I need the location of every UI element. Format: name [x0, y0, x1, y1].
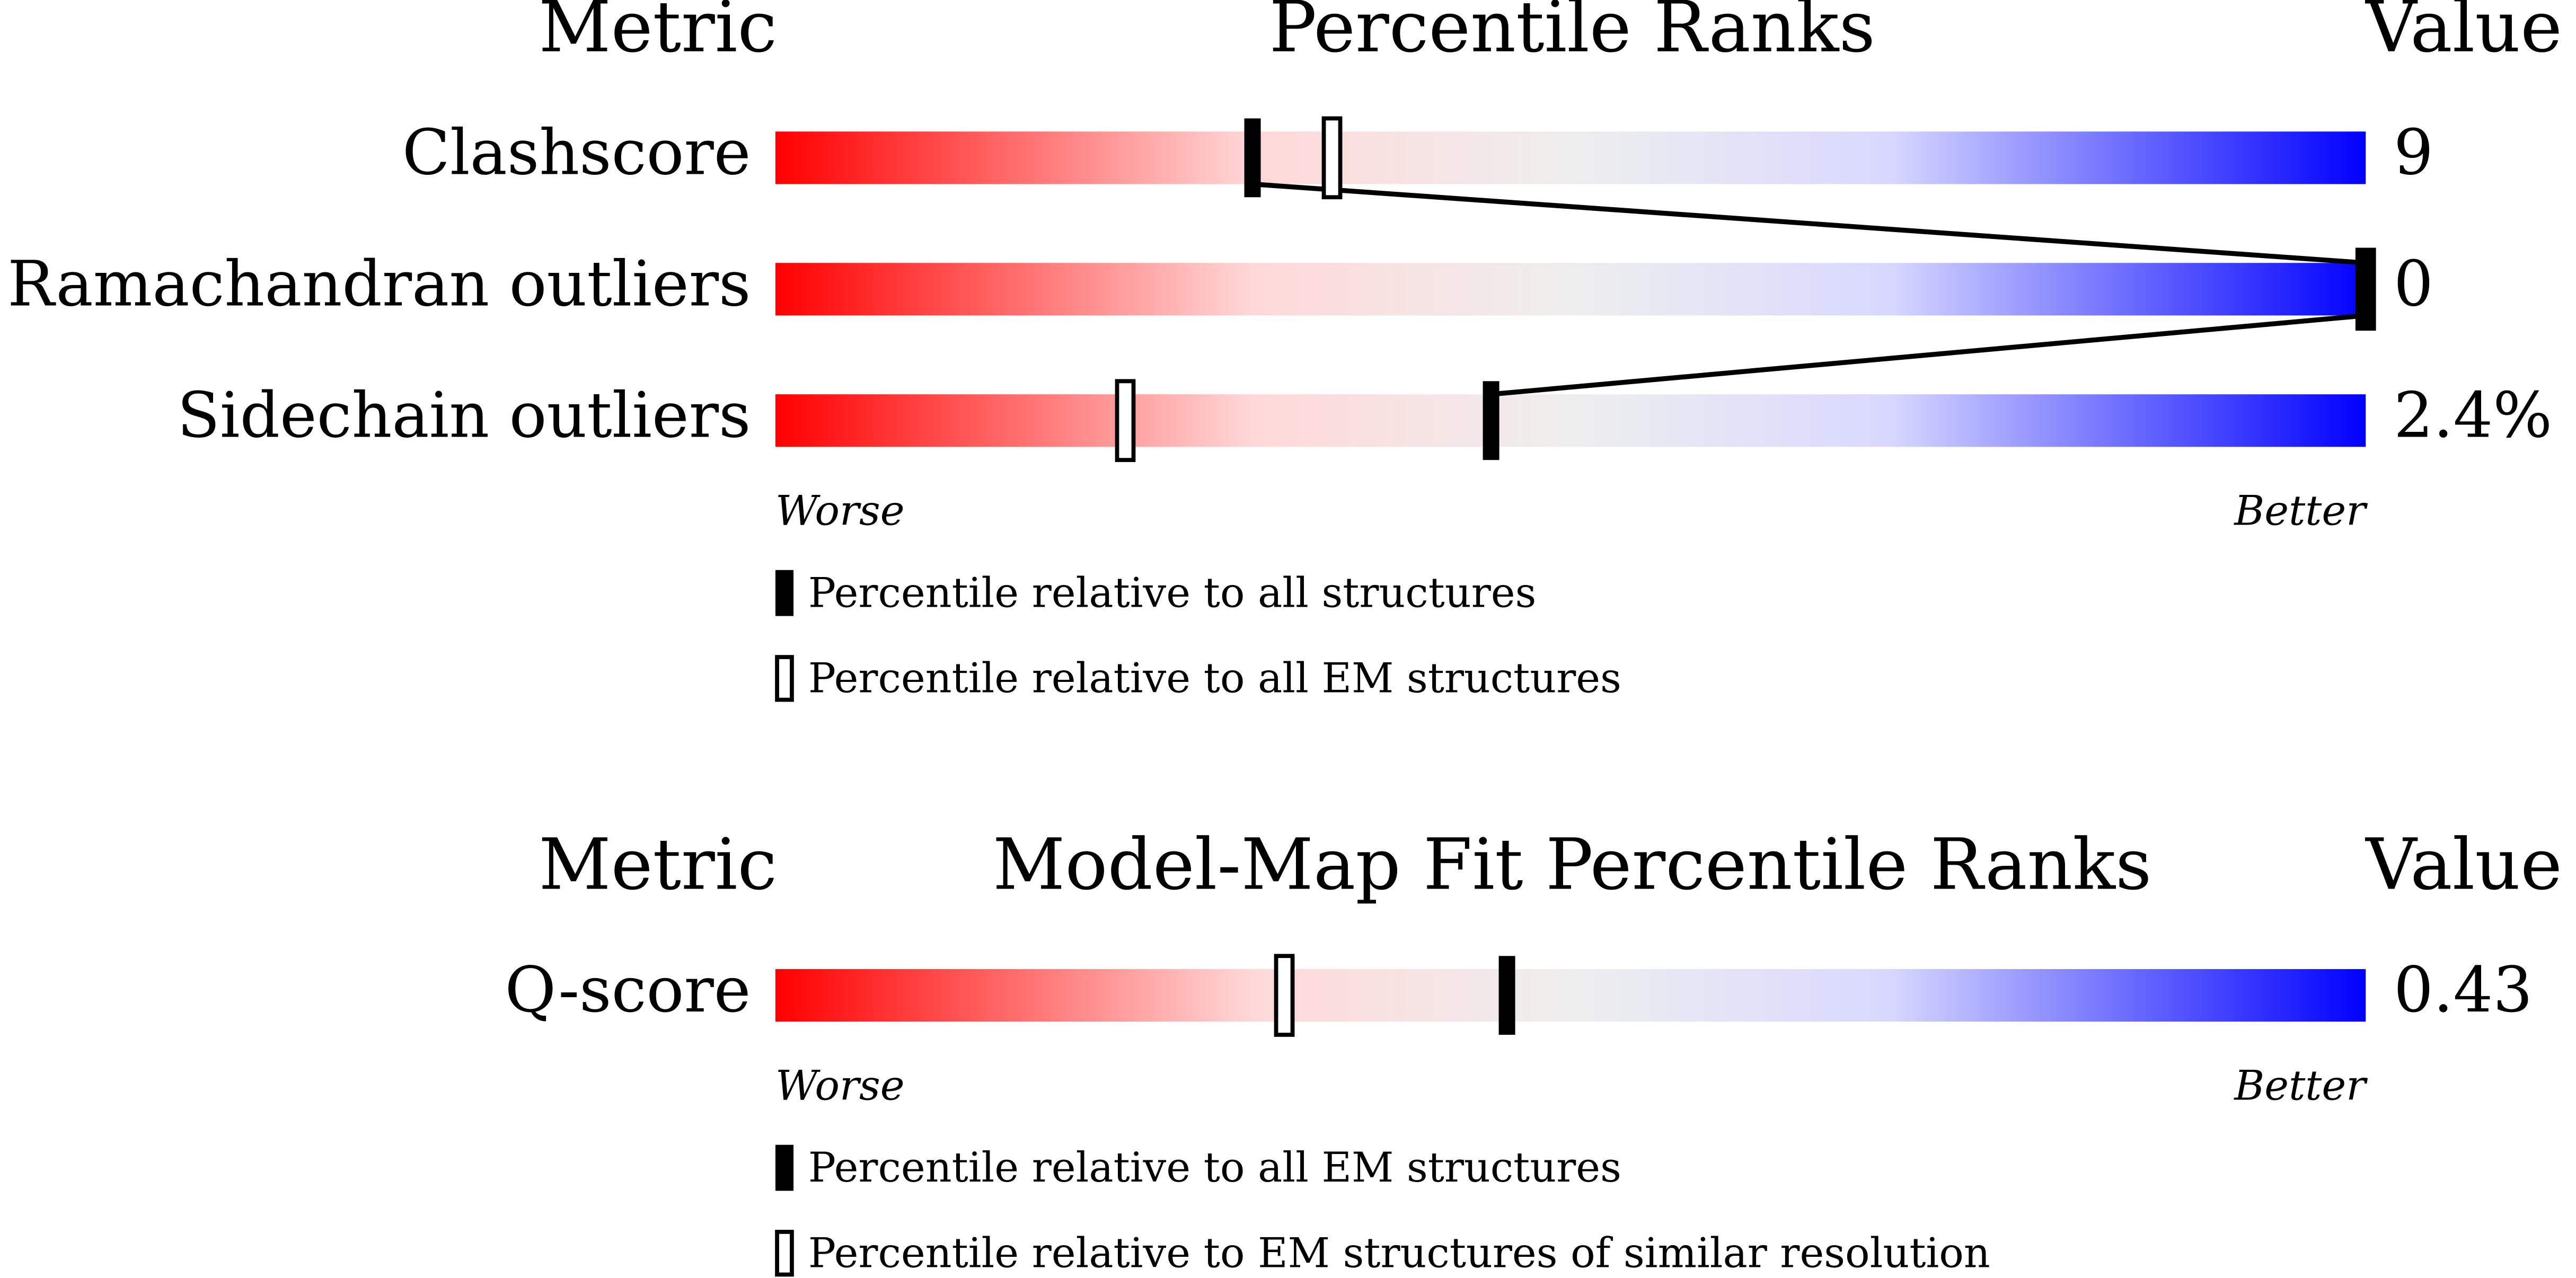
worse-label: Worse: [775, 487, 905, 535]
metric-label: Sidechain outliers: [177, 379, 751, 451]
header-title: Model-Map Fit Percentile Ranks: [993, 824, 2152, 906]
marker-filled: [1244, 118, 1261, 198]
header-value: Value: [2365, 824, 2562, 906]
header-title: Percentile Ranks: [1269, 0, 1875, 68]
percentile-bar: [775, 131, 2366, 184]
marker-open: [1274, 954, 1295, 1037]
metric-value: 9: [2394, 116, 2433, 189]
percentile-bar: [775, 394, 2366, 447]
marker-open: [1321, 116, 1343, 200]
marker-filled: [1483, 381, 1499, 460]
connector: [1252, 181, 2366, 265]
marker-filled: [2357, 250, 2374, 329]
metric-value: 0: [2394, 247, 2433, 320]
better-label: Better: [2233, 1062, 2368, 1110]
marker-open: [1115, 379, 1136, 463]
worse-label: Worse: [775, 1062, 905, 1110]
legend-marker-open: [775, 655, 794, 702]
connector: [1490, 313, 2366, 397]
legend-marker-filled: [775, 1144, 794, 1191]
header-metric: Metric: [539, 0, 777, 68]
header-metric: Metric: [539, 824, 777, 906]
metric-label: Ramachandran outliers: [7, 247, 751, 320]
legend-marker-filled: [775, 570, 794, 616]
metric-value: 0.43: [2394, 954, 2533, 1026]
legend-label: Percentile relative to all structures: [808, 569, 1536, 617]
better-label: Better: [2233, 487, 2368, 535]
metric-label: Clashscore: [402, 116, 751, 189]
header-value: Value: [2365, 0, 2562, 68]
legend-label: Percentile relative to all EM structures: [808, 655, 1621, 703]
marker-filled: [1498, 956, 1515, 1035]
percentile-bar: [775, 969, 2366, 1022]
legend-label: Percentile relative to all EM structures: [808, 1144, 1621, 1192]
legend-label: Percentile relative to EM structures of …: [808, 1229, 1990, 1277]
metric-label: Q-score: [505, 954, 751, 1026]
metric-value: 2.4%: [2394, 379, 2552, 451]
percentile-bar: [775, 263, 2366, 316]
legend-marker-open: [775, 1230, 794, 1277]
